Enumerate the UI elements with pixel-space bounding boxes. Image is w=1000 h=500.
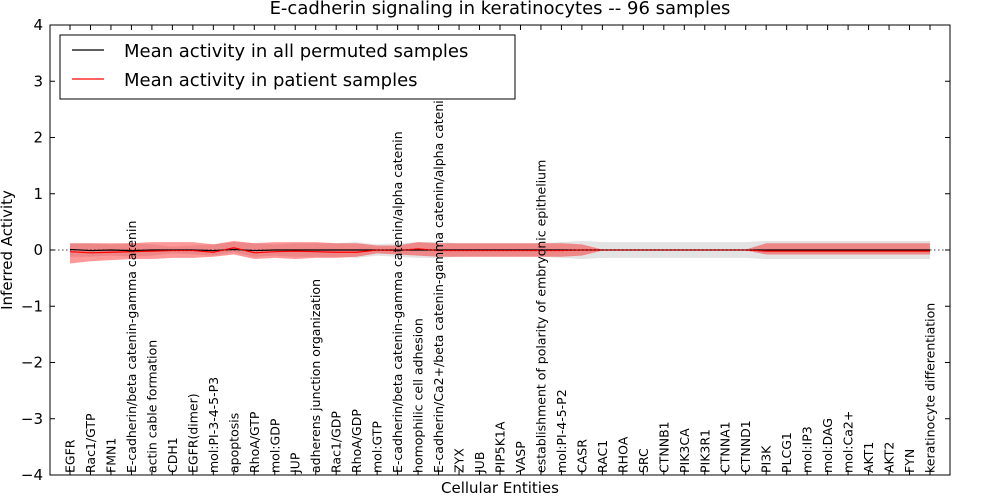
x-tick-label: PIK3CA <box>677 428 692 473</box>
x-tick-label: E-cadherin/beta catenin-gamma catenin <box>124 221 139 473</box>
x-tick-label: adherens junction organization <box>308 279 323 473</box>
x-tick-label: CASR <box>574 439 589 473</box>
y-axis-label: Inferred Activity <box>0 190 16 310</box>
y-tick-label: 1 <box>33 185 43 203</box>
x-tick-label: apoptosis <box>226 413 241 473</box>
x-tick-label: homophilic cell adhesion <box>411 318 426 473</box>
x-tick-label: mol:IP3 <box>800 426 815 473</box>
y-axis-ticks: −4 −3 −2 −1 0 1 2 3 4 <box>21 16 950 484</box>
legend-label-patient: Mean activity in patient samples <box>124 70 418 91</box>
x-tick-label: mol:PI-3-4-5-P3 <box>206 377 221 473</box>
x-tick-label: RHOA <box>615 436 630 473</box>
legend-label-permuted: Mean activity in all permuted samples <box>124 41 468 62</box>
x-tick-label: CTNND1 <box>738 420 753 473</box>
x-tick-label: E-cadherin/Ca2+/beta catenin-gamma caten… <box>431 48 446 473</box>
series-line-patient <box>69 247 930 254</box>
x-tick-label: Rac1/GDP <box>329 411 344 473</box>
x-tick-label: VASP <box>513 441 528 473</box>
x-tick-label: ZYX <box>452 448 467 473</box>
x-tick-label: RhoA/GDP <box>349 409 364 473</box>
x-tick-label: RhoA/GTP <box>247 411 262 473</box>
x-tick-label: actin cable formation <box>144 340 159 473</box>
x-axis-ticks: EGFR Rac1/GTP FMN1 E-cadherin/beta catenin-… <box>63 25 938 475</box>
y-tick-label: 3 <box>33 72 43 90</box>
x-tick-label: mol:PI-4-5-P2 <box>554 389 569 473</box>
y-tick-label: −3 <box>21 410 43 428</box>
x-tick-label: PIK3R1 <box>697 429 712 473</box>
legend: Mean activity in all permuted samples Me… <box>59 34 516 100</box>
x-tick-label: keratinocyte differentiation <box>923 303 938 473</box>
x-tick-label: PLCG1 <box>779 432 794 473</box>
chart-title: E-cadherin signaling in keratinocytes --… <box>270 0 731 19</box>
x-tick-label: PIP5K1A <box>493 421 508 473</box>
x-tick-label: EGFR(dimer) <box>185 393 200 473</box>
x-tick-label: JUB <box>472 452 487 474</box>
x-tick-label: EGFR <box>63 439 78 473</box>
x-tick-label: mol:GDP <box>267 418 282 473</box>
y-tick-label: 0 <box>33 241 43 259</box>
x-tick-label: Rac1/GTP <box>83 413 98 473</box>
x-axis-label: Cellular Entities <box>441 479 559 497</box>
y-tick-label: −4 <box>21 466 43 484</box>
x-tick-label: mol:GTP <box>370 421 385 473</box>
x-tick-label: CTNNB1 <box>656 421 671 473</box>
x-tick-label: mol:DAG <box>820 418 835 473</box>
band-patient <box>70 241 930 264</box>
x-tick-label: CTNNA1 <box>718 421 733 473</box>
x-tick-label: CDH1 <box>165 437 180 473</box>
x-tick-label: AKT1 <box>861 442 876 473</box>
x-tick-label: JUP <box>288 452 303 474</box>
x-tick-label: establishment of polarity of embryonic e… <box>533 160 548 473</box>
x-tick-label: SRC <box>636 448 651 473</box>
legend-frame <box>59 34 516 100</box>
x-tick-label: mol:Ca2+ <box>841 411 856 473</box>
x-tick-label: PI3K <box>759 445 774 473</box>
y-tick-label: 2 <box>33 129 43 147</box>
plot-frame <box>49 24 951 476</box>
x-tick-label: E-cadherin/beta catenin-gamma catenin/al… <box>390 131 405 473</box>
y-tick-label: −2 <box>21 354 43 372</box>
y-tick-label: −1 <box>21 297 43 315</box>
x-tick-label: RAC1 <box>595 440 610 473</box>
x-tick-label: FMN1 <box>103 438 118 473</box>
x-tick-label: FYN <box>902 449 917 473</box>
x-tick-label: AKT2 <box>882 442 897 473</box>
y-tick-label: 4 <box>33 16 43 34</box>
